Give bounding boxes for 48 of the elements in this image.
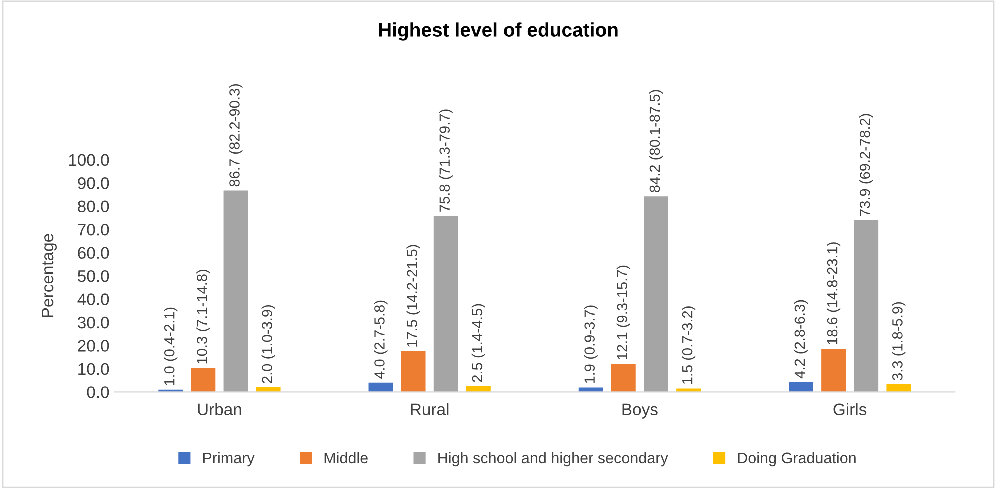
bar	[854, 220, 879, 392]
bar	[644, 196, 668, 392]
x-tick-label: Rural	[411, 403, 449, 416]
legend-label: Middle	[324, 452, 368, 464]
y-tick-label: 50.0	[78, 270, 110, 282]
data-label: 4.0 (2.7-5.8)	[374, 300, 388, 380]
data-label: 17.5 (14.2-21.5)	[406, 245, 420, 347]
x-tick-label: Boys	[622, 404, 658, 419]
bar	[789, 382, 814, 392]
x-tick-label: Urban	[198, 403, 242, 416]
data-label: 18.6 (14.8-23.1)	[826, 242, 841, 344]
y-tick-label: 60.0	[78, 247, 110, 260]
y-tick-label: 0.0	[87, 386, 110, 398]
bar	[434, 216, 458, 392]
data-label: 1.0 (0.4-2.1)	[164, 308, 178, 386]
data-label: 2.0 (1.0-3.9)	[262, 306, 276, 384]
data-label: 75.8 (71.3-79.7)	[439, 110, 453, 212]
y-tick-label: 100.0	[69, 154, 110, 166]
bar	[611, 364, 636, 392]
bar	[886, 384, 912, 392]
y-tick-label: 30.0	[78, 316, 110, 329]
bar	[401, 352, 426, 392]
data-label: 86.7 (82.2-90.3)	[229, 84, 243, 187]
data-label: 1.5 (0.7-3.2)	[682, 306, 696, 384]
data-label: 73.9 (69.2-78.2)	[860, 114, 874, 216]
chart-title: Highest level of education	[379, 22, 618, 41]
legend-label: Primary	[203, 452, 255, 467]
y-tick-label: 40.0	[78, 294, 110, 306]
y-tick-label: 90.0	[78, 178, 110, 190]
data-label: 12.1 (9.3-15.7)	[616, 266, 630, 360]
data-label: 1.9 (0.9-3.7)	[584, 306, 598, 384]
bar	[822, 348, 846, 392]
bar	[191, 368, 216, 392]
bar	[224, 190, 248, 392]
y-tick-label: 10.0	[78, 363, 110, 376]
data-label: 84.2 (80.1-87.5)	[649, 90, 664, 192]
legend-label: High school and higher secondary	[438, 452, 668, 467]
legend-label: Doing Graduation	[738, 452, 856, 467]
data-label: 10.3 (7.1-14.8)	[196, 270, 210, 364]
x-tick-label: Girls	[834, 403, 867, 416]
data-label: 2.5 (1.4-4.5)	[472, 304, 486, 382]
y-axis-title: Percentage	[42, 234, 57, 318]
data-label: 4.2 (2.8-6.3)	[794, 300, 808, 379]
y-tick-label: 70.0	[78, 224, 110, 236]
y-tick-label: 20.0	[78, 340, 110, 352]
y-tick-label: 80.0	[78, 200, 110, 213]
bar	[368, 382, 394, 392]
data-label: 3.3 (1.8-5.9)	[892, 302, 906, 380]
